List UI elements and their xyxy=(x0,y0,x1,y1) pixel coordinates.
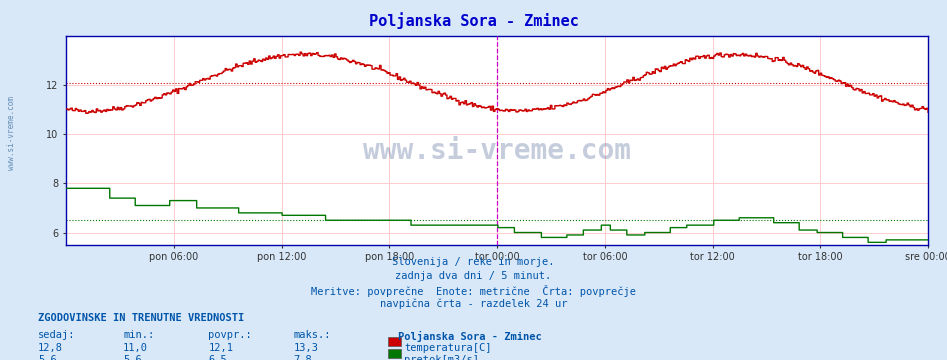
Text: www.si-vreme.com: www.si-vreme.com xyxy=(7,96,16,170)
Text: temperatura[C]: temperatura[C] xyxy=(404,343,491,353)
Text: 11,0: 11,0 xyxy=(123,343,148,353)
Text: maks.:: maks.: xyxy=(294,330,331,341)
Text: 5,6: 5,6 xyxy=(123,355,142,360)
Text: navpična črta - razdelek 24 ur: navpična črta - razdelek 24 ur xyxy=(380,298,567,309)
Text: povpr.:: povpr.: xyxy=(208,330,252,341)
Text: Meritve: povprečne  Enote: metrične  Črta: povprečje: Meritve: povprečne Enote: metrične Črta:… xyxy=(311,285,636,297)
Text: Slovenija / reke in morje.: Slovenija / reke in morje. xyxy=(392,257,555,267)
Bar xyxy=(388,349,401,358)
Text: 12,1: 12,1 xyxy=(208,343,233,353)
Text: pretok[m3/s]: pretok[m3/s] xyxy=(404,355,479,360)
Text: 12,8: 12,8 xyxy=(38,343,63,353)
Text: 5,6: 5,6 xyxy=(38,355,57,360)
Text: min.:: min.: xyxy=(123,330,154,341)
Text: www.si-vreme.com: www.si-vreme.com xyxy=(364,137,631,165)
Text: Poljanska Sora - Zminec: Poljanska Sora - Zminec xyxy=(398,330,542,342)
Text: 7,8: 7,8 xyxy=(294,355,313,360)
Text: 13,3: 13,3 xyxy=(294,343,318,353)
Text: zadnja dva dni / 5 minut.: zadnja dva dni / 5 minut. xyxy=(396,271,551,281)
Text: sedaj:: sedaj: xyxy=(38,330,76,341)
Text: Poljanska Sora - Zminec: Poljanska Sora - Zminec xyxy=(368,13,579,30)
Text: 6,5: 6,5 xyxy=(208,355,227,360)
Bar xyxy=(388,337,401,346)
Text: ZGODOVINSKE IN TRENUTNE VREDNOSTI: ZGODOVINSKE IN TRENUTNE VREDNOSTI xyxy=(38,313,244,323)
